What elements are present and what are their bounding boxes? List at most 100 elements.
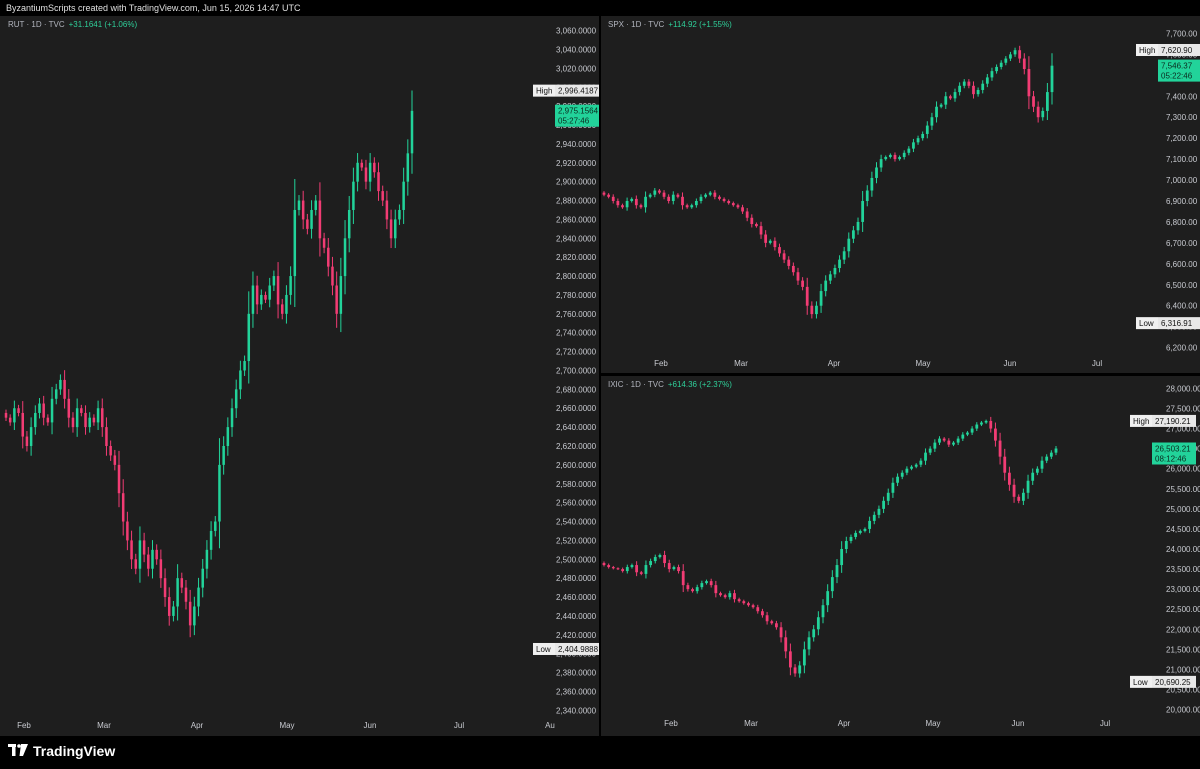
y-tick-label: 2,660.0000: [556, 404, 597, 413]
candle-body: [1013, 50, 1017, 55]
rut-legend[interactable]: RUT · 1D · TVC +31.1641 (+1.06%): [8, 20, 137, 29]
candle-body: [685, 205, 689, 208]
candle-body: [788, 651, 792, 668]
y-tick-label: 22,000.00: [1166, 625, 1200, 634]
last-price-value: 26,503.21: [1155, 445, 1191, 454]
candle-body: [1012, 484, 1016, 497]
candle-body: [193, 606, 196, 626]
candle-body: [1050, 65, 1054, 93]
candle-body: [285, 294, 288, 314]
candle-body: [67, 398, 71, 418]
candle-body: [773, 240, 777, 248]
candle-body: [339, 276, 343, 314]
rut-chart-panel[interactable]: 3,060.00003,040.00003,020.00003,000.0000…: [0, 16, 600, 736]
low-price-tag: Low 6,316.91: [1136, 317, 1200, 330]
candle-body: [953, 92, 957, 99]
candle-body: [681, 571, 685, 586]
candle-body: [653, 190, 657, 195]
candle-body: [700, 583, 704, 588]
candle-body: [1026, 480, 1030, 493]
candle-body: [952, 442, 955, 445]
pane-divider-vertical[interactable]: [599, 16, 601, 736]
y-tick-label: 24,000.00: [1166, 545, 1200, 554]
candle-body: [71, 417, 75, 428]
candle-body: [985, 77, 989, 84]
candle-body: [306, 219, 309, 229]
candle-body: [708, 192, 712, 195]
candle-body: [741, 207, 744, 212]
low-tag-label-box: [1136, 317, 1158, 330]
candle-body: [884, 157, 888, 160]
spx-legend[interactable]: SPX · 1D · TVC +114.92 (+1.55%): [608, 20, 732, 29]
last-price-box: [555, 104, 599, 127]
y-tick-label: 2,360.0000: [556, 687, 597, 696]
candle-body: [34, 412, 37, 428]
y-tick-label: 6,400.00: [1166, 302, 1198, 311]
candle-body: [147, 554, 150, 569]
spx-chart-panel[interactable]: 7,700.007,600.007,500.007,400.007,300.00…: [600, 16, 1200, 373]
y-tick-label: 6,700.00: [1166, 239, 1198, 248]
candle-body: [101, 408, 104, 428]
y-tick-label: 2,820.0000: [556, 253, 597, 262]
candle-body: [322, 238, 326, 248]
candle-body: [868, 520, 872, 529]
candle-body: [602, 192, 606, 195]
y-tick-label: 2,580.0000: [556, 480, 597, 489]
y-tick-label: 7,000.00: [1166, 176, 1198, 185]
candle-body: [676, 194, 680, 197]
candle-body: [602, 563, 606, 566]
candle-body: [966, 432, 969, 435]
rut-chart-svg: 3,060.00003,040.00003,020.00003,000.0000…: [4, 27, 599, 730]
candle-body: [925, 125, 929, 134]
y-tick-label: 26,000.00: [1166, 465, 1200, 474]
tradingview-logo[interactable]: TradingView: [8, 743, 115, 759]
x-tick-label: Mar: [734, 359, 748, 368]
pane-divider-horizontal[interactable]: [600, 373, 1200, 376]
candle-body: [59, 379, 62, 390]
candle-body: [255, 285, 259, 305]
candle-body: [718, 196, 721, 199]
y-tick-label: 24,500.00: [1166, 525, 1200, 534]
candle-body: [126, 521, 129, 541]
high-tag-label-box: [1130, 414, 1152, 427]
candle-body: [798, 665, 802, 674]
candle-body: [847, 238, 851, 252]
candle-body: [747, 603, 750, 606]
ixic-legend[interactable]: IXIC · 1D · TVC +614.36 (+2.37%): [608, 380, 732, 389]
high-tag-label: High: [1139, 46, 1155, 55]
candle-body: [844, 540, 848, 549]
candle-body: [88, 417, 91, 428]
candle-body: [4, 412, 8, 418]
candle-body: [226, 427, 230, 446]
candle-body: [13, 408, 16, 423]
y-tick-label: 2,500.0000: [556, 555, 597, 564]
candle-body: [816, 617, 820, 630]
x-tick-label: Jun: [1012, 719, 1025, 728]
candle-body: [1018, 50, 1022, 59]
candle-body: [942, 438, 946, 441]
y-tick-label: 2,780.0000: [556, 291, 597, 300]
x-tick-label: Jul: [1092, 359, 1102, 368]
legend-symbol-line: RUT · 1D · TVC: [8, 20, 65, 29]
candle-body: [151, 549, 154, 569]
candle-body: [854, 532, 858, 537]
y-tick-label: 2,420.0000: [556, 631, 597, 640]
candle-body: [611, 196, 615, 201]
ixic-chart-panel[interactable]: 28,000.0027,500.0027,000.0026,500.0026,0…: [600, 376, 1200, 736]
candle-body: [276, 276, 280, 305]
candle-body: [949, 96, 952, 99]
candle-body: [406, 153, 410, 182]
candle-body: [21, 412, 24, 437]
candle-body: [644, 196, 647, 208]
y-tick-label: 3,040.0000: [556, 45, 597, 54]
candle-body: [958, 85, 962, 93]
candle-body: [975, 424, 979, 429]
last-price-countdown: 05:22:46: [1161, 72, 1193, 81]
candle-body: [928, 448, 932, 453]
y-tick-label: 2,720.0000: [556, 348, 597, 357]
y-tick-label: 7,300.00: [1166, 113, 1198, 122]
candle-body: [907, 148, 911, 153]
candle-body: [849, 536, 853, 541]
candle-body: [671, 194, 675, 201]
candle-body: [1022, 58, 1026, 70]
